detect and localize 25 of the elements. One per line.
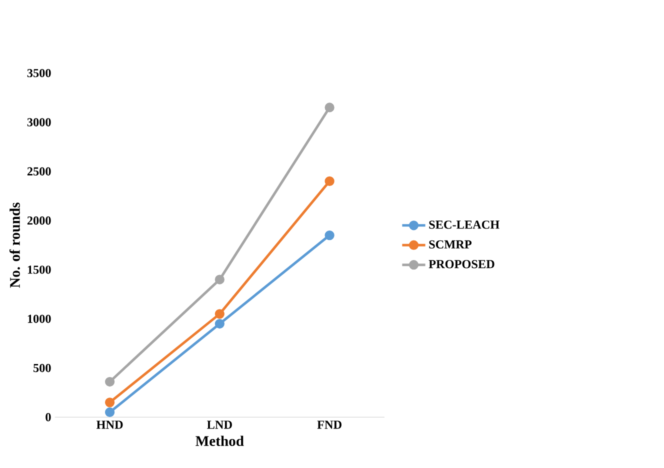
y-tick-label: 3500 [27, 69, 51, 78]
point [214, 309, 224, 319]
point [104, 377, 115, 387]
y-tick-label: 2500 [27, 167, 51, 176]
point [324, 230, 334, 240]
point [214, 319, 224, 329]
y-tick-label: 0 [46, 413, 51, 422]
legend-label: SEC-LEACH [429, 220, 500, 229]
y-tick-label: 500 [34, 364, 51, 372]
y-tick-label: 1000 [28, 314, 51, 324]
y-axis-title: No. of rounds [9, 202, 20, 288]
y-tick-label: 2000 [27, 216, 51, 225]
legend-label: PROPOSED [428, 260, 494, 268]
point [104, 398, 115, 408]
legend-label: SCMRP [429, 240, 472, 249]
point [214, 274, 224, 284]
x-tick-label: LND [207, 420, 232, 429]
y-tick-label: 1500 [28, 266, 51, 274]
x-axis-title: Method [196, 436, 244, 446]
x-tick-label: FND [317, 420, 342, 429]
point [324, 102, 334, 112]
point [104, 408, 115, 418]
x-tick-label: HND [96, 420, 123, 429]
point [324, 176, 334, 186]
y-tick-label: 3000 [27, 118, 51, 126]
